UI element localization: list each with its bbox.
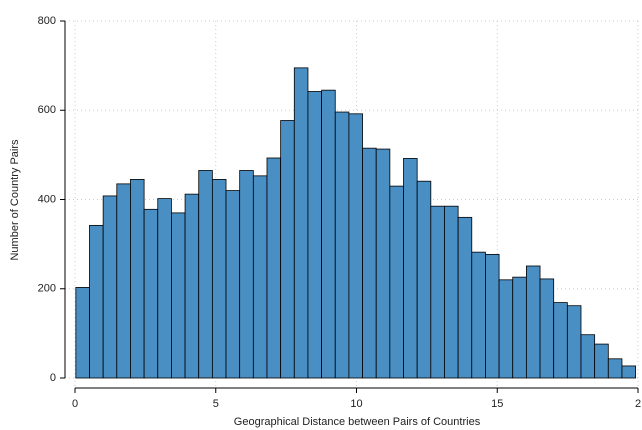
bar <box>130 179 145 379</box>
y-axis-label: Number of Country Pairs <box>9 139 21 261</box>
bar <box>607 358 623 379</box>
bar <box>375 148 391 379</box>
bar <box>89 224 104 379</box>
bar <box>307 91 322 379</box>
y-tick-label: 0 <box>50 372 56 384</box>
bar <box>239 170 254 379</box>
bar <box>184 193 200 379</box>
bar <box>525 265 541 379</box>
bar <box>416 180 432 379</box>
bar <box>102 195 118 379</box>
bar <box>457 216 473 379</box>
x-tick-label: 0 <box>72 398 78 410</box>
x-tick-label: 2 <box>635 398 641 410</box>
y-tick-label: 800 <box>38 15 56 27</box>
y-tick-label: 600 <box>38 104 56 116</box>
x-tick-label: 15 <box>491 398 503 410</box>
bar <box>116 183 131 379</box>
bar <box>621 365 637 379</box>
x-tick-label: 5 <box>213 398 219 410</box>
bar <box>293 67 309 379</box>
bar <box>444 205 459 379</box>
x-tick-label: 10 <box>350 398 362 410</box>
bar <box>321 89 336 379</box>
bar <box>594 343 609 379</box>
bar <box>403 158 418 379</box>
bar <box>157 198 172 379</box>
bar <box>553 302 568 379</box>
bar <box>334 111 350 379</box>
y-tick-label: 400 <box>38 193 56 205</box>
bar <box>198 170 213 379</box>
bar <box>580 334 596 379</box>
bar <box>280 120 295 379</box>
bar <box>389 185 404 379</box>
bar <box>362 147 377 379</box>
bar <box>485 253 500 379</box>
bar <box>566 305 582 379</box>
bar <box>498 279 514 379</box>
bar <box>211 179 227 379</box>
bar <box>252 175 268 379</box>
bar <box>225 190 241 379</box>
x-axis-label: Geographical Distance between Pairs of C… <box>234 416 481 428</box>
bar <box>430 205 445 379</box>
bar <box>171 212 186 379</box>
bar <box>348 113 363 379</box>
bar <box>75 287 90 379</box>
y-tick-label: 200 <box>38 283 56 295</box>
bar <box>143 208 159 379</box>
bar <box>471 251 486 379</box>
bar <box>266 157 282 379</box>
bar <box>539 278 555 379</box>
bar <box>512 276 527 379</box>
